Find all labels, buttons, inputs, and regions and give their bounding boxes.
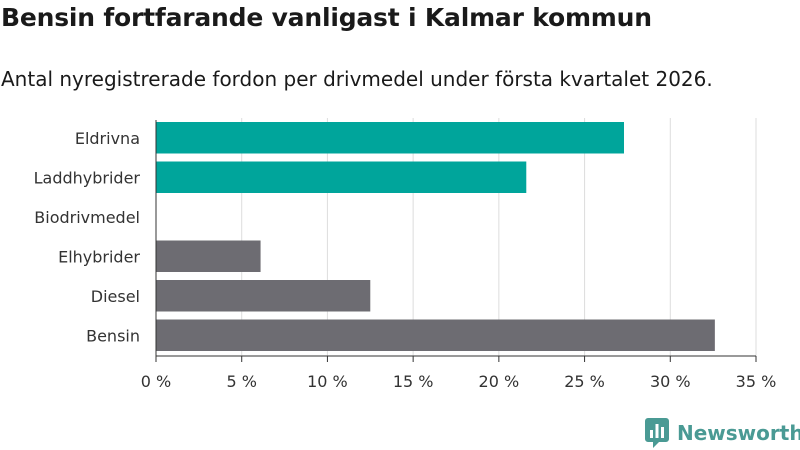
x-tick-label: 15 % — [393, 372, 434, 391]
x-tick-label: 30 % — [650, 372, 691, 391]
category-label: Elhybrider — [58, 247, 140, 266]
x-tick-label: 35 % — [736, 372, 777, 391]
grid-lines — [241, 118, 757, 356]
bar-elhybrider — [156, 240, 261, 272]
x-tick-label: 20 % — [479, 372, 520, 391]
x-tick-label: 0 % — [141, 372, 171, 391]
bar-chart: Eldrivna Laddhybrider Biodrivmedel Elhybrid… — [34, 118, 777, 391]
chart-subtitle: Antal nyregistrerade fordon per drivmede… — [1, 67, 713, 91]
x-tick-label: 25 % — [564, 372, 605, 391]
newsworthy-logo-icon — [645, 418, 669, 448]
x-axis-ticks: 0 % 5 % 10 % 15 % 20 % 25 % 30 % 35 % — [141, 120, 777, 391]
category-label: Laddhybrider — [34, 168, 141, 187]
bars — [156, 122, 715, 351]
bar-eldrivna — [156, 122, 624, 154]
bar-diesel — [156, 280, 371, 312]
bar-laddhybrider — [156, 161, 527, 193]
category-label: Bensin — [86, 326, 140, 345]
bar-bensin — [156, 319, 715, 351]
category-labels: Eldrivna Laddhybrider Biodrivmedel Elhybrid… — [34, 129, 141, 346]
category-label: Eldrivna — [75, 129, 140, 148]
chart-title: Bensin fortfarande vanligast i Kalmar ko… — [1, 3, 652, 32]
category-label: Diesel — [91, 287, 140, 306]
newsworthy-logo: Newsworthy — [645, 418, 800, 448]
x-tick-label: 10 % — [307, 372, 348, 391]
x-tick-label: 5 % — [226, 372, 256, 391]
newsworthy-logo-text: Newsworthy — [677, 421, 800, 445]
category-label: Biodrivmedel — [34, 208, 140, 227]
